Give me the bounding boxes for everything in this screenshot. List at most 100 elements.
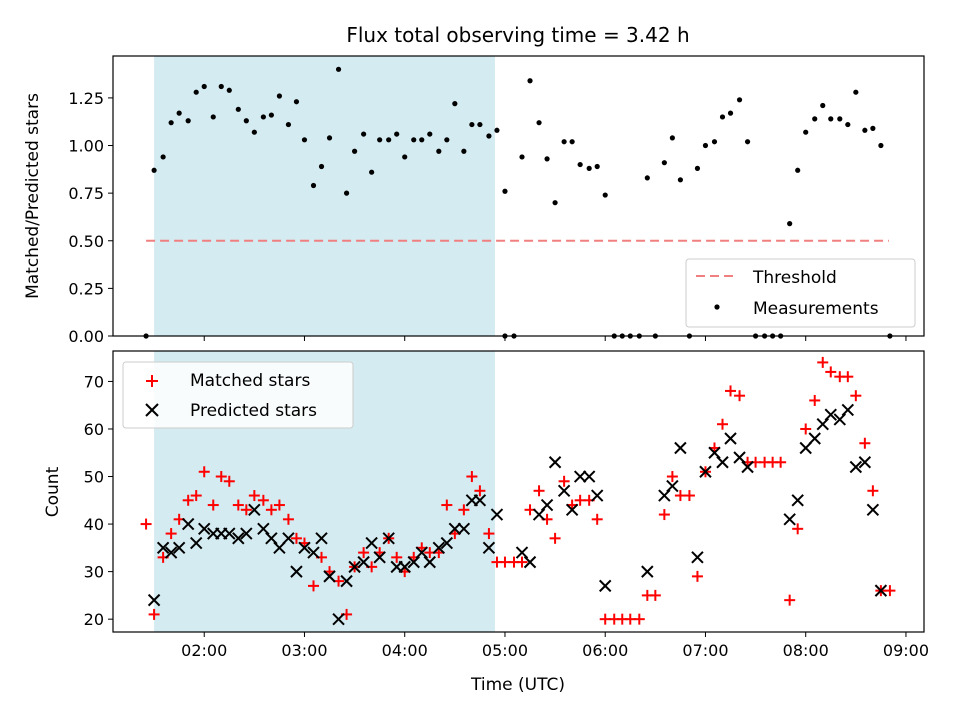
bottom-ylabel: Count xyxy=(43,466,63,517)
measurement-point xyxy=(193,89,199,95)
matched-point xyxy=(683,490,695,502)
measurement-point xyxy=(176,110,182,116)
measurement-point xyxy=(677,177,683,183)
matched-point xyxy=(784,594,796,606)
matched-point xyxy=(358,547,370,559)
matched-point xyxy=(248,490,260,502)
matched-point xyxy=(884,585,896,597)
measurement-point xyxy=(803,129,809,135)
predicted-point xyxy=(816,418,829,431)
measurement-point xyxy=(260,114,266,120)
predicted-point xyxy=(382,532,395,545)
matched-point xyxy=(549,532,561,544)
predicted-point xyxy=(532,508,546,521)
matched-point xyxy=(800,423,812,435)
measurement-point xyxy=(527,78,533,84)
measurement-point xyxy=(293,99,300,105)
predicted-point xyxy=(599,579,612,593)
predicted-point xyxy=(473,494,487,507)
measurement-point xyxy=(268,112,274,118)
bottom-xlabel: Time (UTC) xyxy=(470,675,565,695)
measurement-point xyxy=(586,165,592,171)
measurement-point xyxy=(837,116,843,122)
predicted-point xyxy=(590,489,604,502)
bottom-ytick-label: 60 xyxy=(84,420,104,439)
measurement-point xyxy=(736,97,743,103)
matched-point xyxy=(842,371,854,383)
matched-point xyxy=(691,570,703,582)
measurement-point xyxy=(243,118,249,124)
predicted-point xyxy=(398,560,411,574)
measurement-point xyxy=(569,139,575,145)
predicted-point xyxy=(666,479,679,493)
matched-point xyxy=(223,475,235,487)
legend-label-measurements: Measurements xyxy=(753,299,879,319)
matched-point xyxy=(265,504,277,516)
predicted-point xyxy=(540,498,554,512)
predicted-point xyxy=(298,541,311,555)
predicted-point xyxy=(849,460,863,474)
predicted-point xyxy=(515,546,529,559)
matched-point xyxy=(441,499,453,511)
predicted-point xyxy=(724,432,737,445)
predicted-point xyxy=(189,536,203,550)
top-legend: Threshold Measurements xyxy=(685,258,916,328)
measurement-point xyxy=(719,114,726,120)
measurement-point xyxy=(862,127,868,133)
predicted-point xyxy=(866,503,880,517)
measurement-point xyxy=(469,121,475,128)
matched-point xyxy=(257,494,269,506)
matched-point xyxy=(717,418,729,430)
measurement-point xyxy=(377,137,383,143)
predicted-point xyxy=(257,522,270,536)
predicted-point xyxy=(448,522,462,536)
predicted-point xyxy=(582,470,596,483)
matched-point xyxy=(165,528,177,540)
legend-label-threshold: Threshold xyxy=(752,268,837,288)
measurement-point xyxy=(394,131,400,137)
predicted-point xyxy=(357,555,370,569)
predicted-point xyxy=(440,536,454,550)
measurement-point xyxy=(561,139,567,145)
measurement-point xyxy=(326,135,333,141)
matched-point xyxy=(307,580,319,592)
matched-point xyxy=(792,523,804,535)
matched-point xyxy=(273,499,285,511)
predicted-point xyxy=(457,522,471,536)
matched-point xyxy=(182,494,194,506)
measurement-point xyxy=(552,200,558,206)
measurement-point xyxy=(519,154,525,160)
predicted-point xyxy=(248,503,261,517)
measurement-point xyxy=(151,167,157,173)
measurement-point xyxy=(602,192,608,198)
predicted-point xyxy=(708,446,721,459)
measurement-point xyxy=(218,83,224,90)
predicted-point xyxy=(824,408,837,421)
legend-label-predicted: Predicted stars xyxy=(190,401,317,421)
measurement-point xyxy=(661,160,667,166)
measurement-point xyxy=(644,175,650,181)
chart-title: Flux total observing time = 3.42 h xyxy=(346,23,689,47)
bottom-ytick-label: 40 xyxy=(84,515,104,534)
predicted-point xyxy=(490,508,504,521)
top-legend-box xyxy=(685,258,916,328)
measurement-point xyxy=(820,102,826,109)
matched-point xyxy=(666,471,678,483)
measurement-point xyxy=(727,110,734,116)
matched-point xyxy=(633,613,645,625)
bottom-xtick-label: 07:00 xyxy=(682,641,728,660)
matched-point xyxy=(817,356,829,368)
measurement-point xyxy=(878,142,884,149)
matched-point xyxy=(775,456,787,468)
measurement-point xyxy=(285,121,292,128)
predicted-point xyxy=(841,403,855,417)
matched-point xyxy=(232,499,244,511)
measurement-point xyxy=(343,190,350,196)
measurement-point xyxy=(444,137,450,143)
predicted-point xyxy=(265,532,278,545)
predicted-point xyxy=(332,612,345,626)
bottom-ytick-label: 30 xyxy=(84,563,104,582)
top-shaded-interval xyxy=(154,56,495,336)
matched-point xyxy=(867,485,879,497)
measurement-point xyxy=(301,137,308,143)
